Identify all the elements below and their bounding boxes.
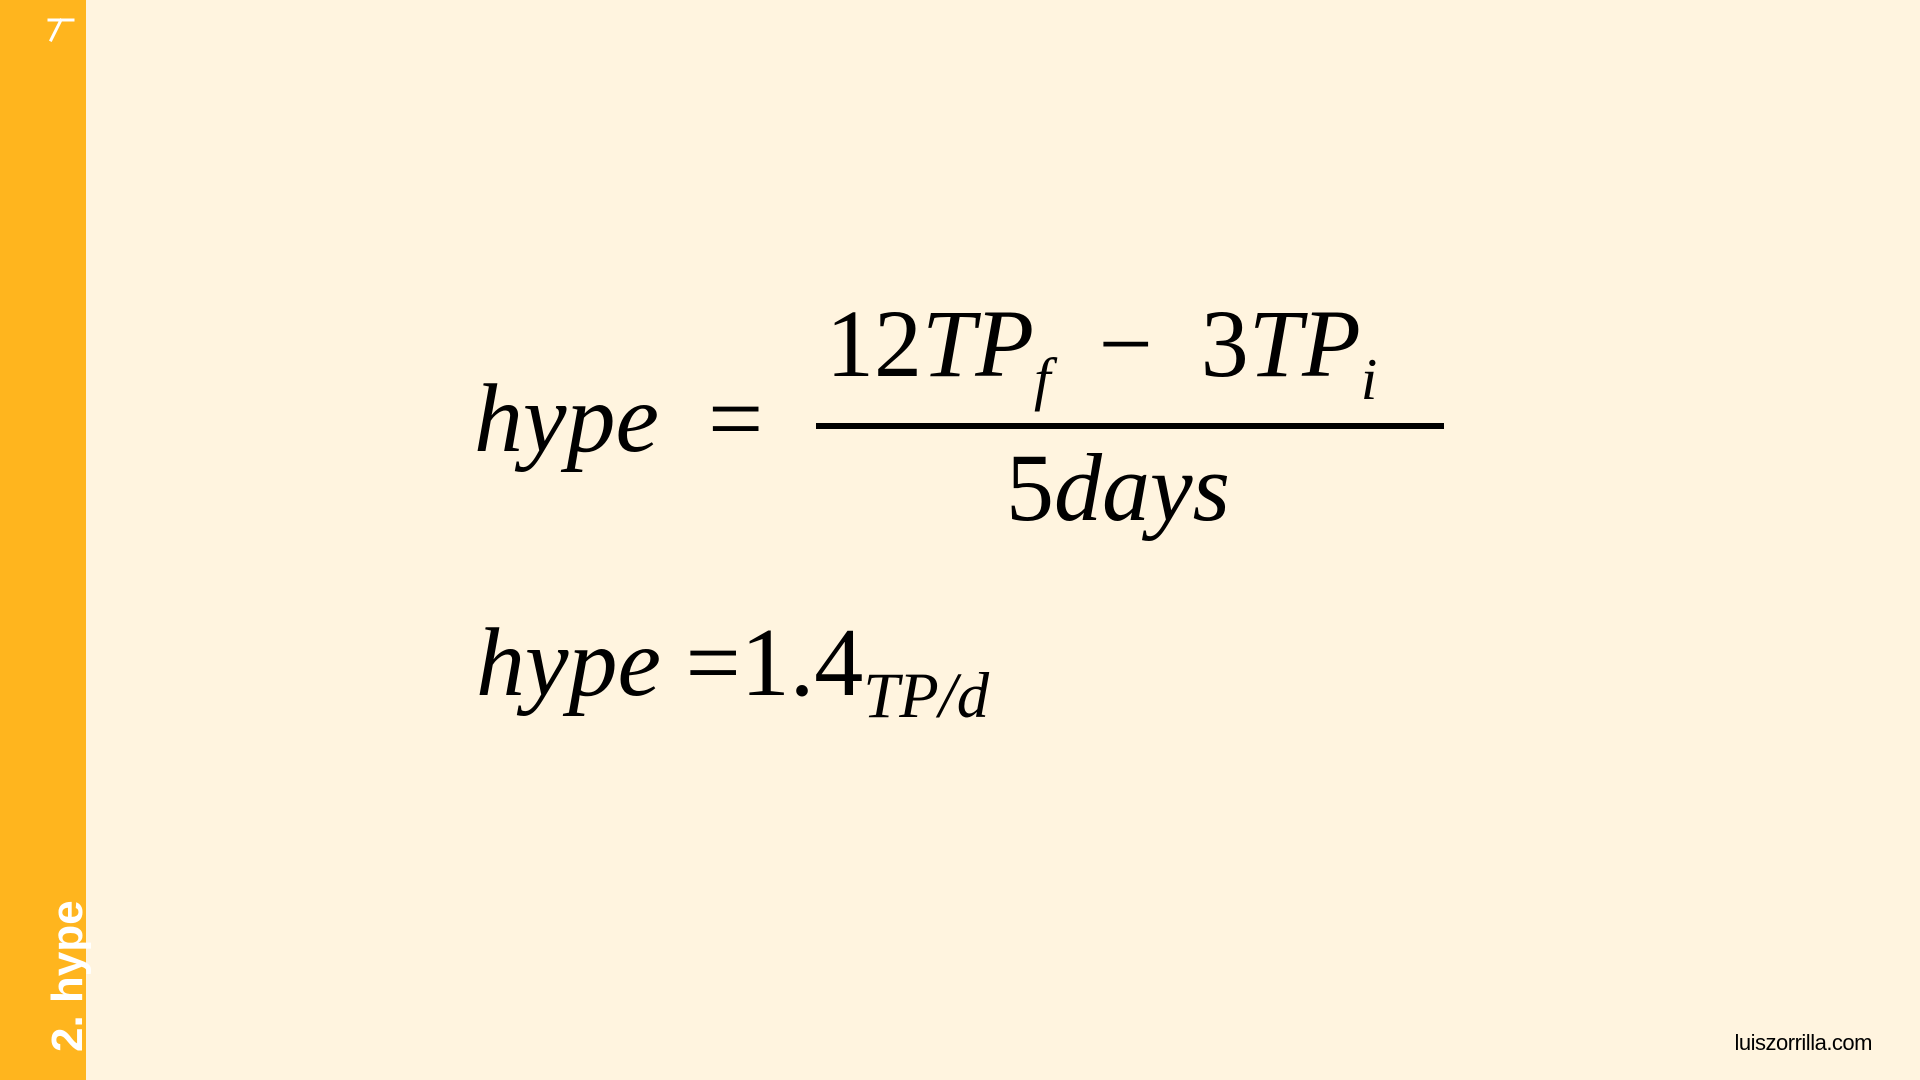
equation-2: hype =1.4TP/d: [476, 614, 989, 727]
numerator-term1-coef: 12: [826, 290, 922, 397]
numerator-term1-var: TP: [922, 290, 1035, 397]
numerator-term2-coef: 3: [1200, 290, 1249, 397]
numerator-term2-sub: i: [1360, 345, 1378, 412]
equation-1-lhs-var: hype: [474, 365, 659, 473]
lambda-logo-icon: [47, 18, 75, 42]
equation-2-lhs-var: hype: [476, 609, 661, 717]
equation-1-numerator: 12TPf − 3TPi: [826, 296, 1377, 409]
denominator-var: days: [1054, 434, 1230, 541]
numerator-term1-sub: f: [1034, 345, 1051, 412]
equation-2-unit: TP/d: [863, 658, 990, 731]
equation-1-denominator: 5days: [1006, 440, 1230, 536]
numerator-term2-var: TP: [1248, 290, 1361, 397]
equation-1-lhs: hype =: [474, 370, 763, 468]
sidebar: 2. hype: [0, 0, 92, 1080]
equation-2-equals: =: [685, 609, 741, 717]
numerator-minus: −: [1098, 290, 1153, 397]
fraction-bar: [816, 423, 1444, 429]
equation-1-equals: =: [708, 365, 764, 473]
footer-domain: luiszorrilla.com: [1734, 1030, 1873, 1055]
equation-2-value: 1.4: [740, 609, 864, 717]
section-title: 2. hype: [43, 900, 92, 1052]
denominator-coef: 5: [1006, 434, 1054, 541]
